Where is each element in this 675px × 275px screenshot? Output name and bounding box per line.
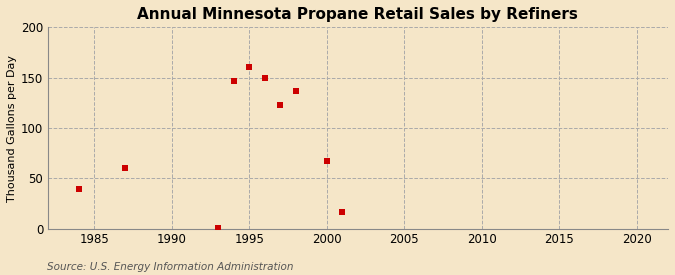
Text: Source: U.S. Energy Information Administration: Source: U.S. Energy Information Administ… [47,262,294,272]
Point [275,103,286,107]
Point [213,226,223,230]
Point [119,166,130,170]
Point [259,75,270,80]
Y-axis label: Thousand Gallons per Day: Thousand Gallons per Day [7,54,17,202]
Point [321,159,332,164]
Point [73,186,84,191]
Point [337,210,348,214]
Point [244,64,254,69]
Point [228,78,239,83]
Point [290,89,301,93]
Title: Annual Minnesota Propane Retail Sales by Refiners: Annual Minnesota Propane Retail Sales by… [137,7,578,22]
